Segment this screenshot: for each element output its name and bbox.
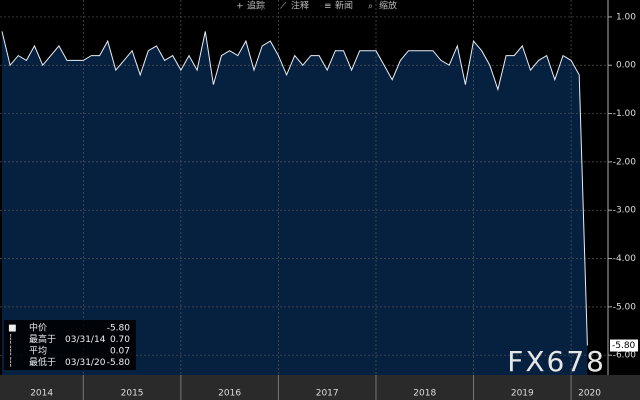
legend-marker: ┆ [8, 346, 13, 357]
last-value-tag [610, 339, 638, 352]
legend-label: 平均 [29, 345, 47, 357]
y-tick-label: -3.00 [613, 206, 637, 216]
line [1, 31, 588, 346]
legend-value: 0.07 [110, 347, 130, 357]
y-tick-label: 1.00 [616, 12, 636, 22]
legend-value: -5.80 [107, 358, 131, 368]
y-tick-label: -1.00 [613, 109, 637, 119]
legend-date: 03/31/14 [65, 335, 106, 345]
x-tick-label: 2019 [511, 389, 534, 399]
x-tick-label: 2017 [316, 389, 339, 399]
legend-marker: ■ [8, 324, 17, 334]
y-tick-label: 0.00 [616, 61, 636, 71]
x-tick-label: 2020 [578, 389, 601, 399]
x-tick-label: 2015 [121, 389, 144, 399]
toolbar-icon: ⌕ [368, 2, 373, 12]
watermark: FX678 [507, 345, 606, 378]
legend-box [4, 320, 136, 370]
x-axis-strip [0, 375, 640, 400]
legend-date: 03/31/20 [65, 358, 106, 368]
x-tick-label: 2018 [413, 389, 436, 399]
area [2, 31, 588, 376]
legend-marker: ┆ [8, 357, 13, 368]
last-value-label: -5.80 [612, 341, 636, 351]
legend-marker: ┆ [8, 334, 13, 345]
legend-label: 中价 [29, 322, 47, 334]
toolbar-icon: ≡ [324, 2, 332, 12]
toolbar-button[interactable]: 注释 [291, 0, 309, 12]
x-tick-label: 2016 [218, 389, 241, 399]
legend-value: -5.80 [107, 324, 131, 334]
legend-label: 最低于 [29, 356, 56, 368]
toolbar-icon: + [236, 2, 244, 12]
y-tick-label: -4.00 [613, 254, 637, 264]
y-tick-label: -5.00 [613, 302, 637, 312]
toolbar-button[interactable]: 缩放 [379, 0, 397, 12]
y-tick-label: -2.00 [613, 157, 637, 167]
legend-label: 最高于 [29, 333, 56, 345]
toolbar-button[interactable]: 追踪 [247, 0, 265, 12]
toolbar-icon: ⟋ [280, 2, 287, 12]
y-tick-label: -6.00 [613, 351, 637, 361]
toolbar-button[interactable]: 新闻 [335, 0, 353, 12]
x-tick-label: 2014 [30, 389, 53, 399]
legend-value: 0.70 [110, 335, 130, 345]
